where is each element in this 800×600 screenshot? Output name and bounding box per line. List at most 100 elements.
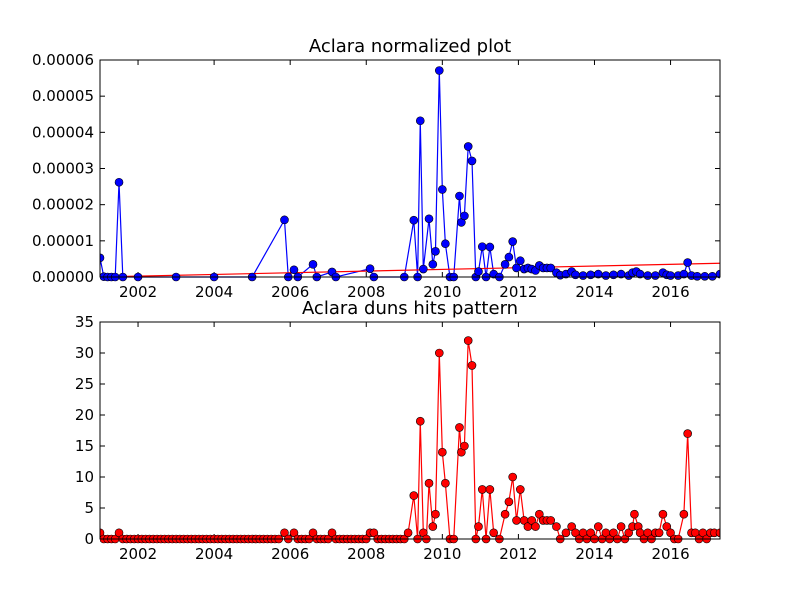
y-tick-label: 5: [84, 499, 94, 517]
data-point: [616, 522, 626, 531]
y-tick-label: 30: [75, 344, 94, 362]
data-point: [280, 528, 289, 538]
data-point: [460, 211, 469, 221]
data-point: [630, 509, 639, 519]
data-point: [666, 271, 675, 280]
data-point: [512, 263, 521, 273]
data-point: [700, 271, 710, 281]
data-point: [504, 252, 514, 262]
data-point: [624, 528, 634, 538]
data-point: [419, 264, 428, 274]
data-point: [474, 267, 483, 276]
x-tick-label: 2012: [499, 283, 537, 301]
x-tick-label: 2010: [423, 545, 461, 563]
data-point: [415, 416, 425, 426]
data-point: [508, 472, 518, 482]
data-point: [455, 191, 464, 201]
trend-line: [100, 262, 720, 278]
data-point: [546, 263, 556, 273]
data-point: [654, 528, 664, 538]
data-point: [715, 269, 720, 279]
data-point: [527, 516, 537, 525]
data-point: [477, 485, 487, 494]
x-tick-label: 2016: [651, 283, 689, 301]
y-tick-label: 0.00002: [32, 196, 94, 214]
data-point: [424, 214, 434, 224]
data-point: [662, 522, 672, 531]
data-point: [512, 516, 521, 525]
data-point: [434, 348, 444, 358]
data-point: [114, 528, 124, 538]
y-tick-label: 0.00003: [32, 160, 94, 178]
plot-area: 2002 2004 2006 2008 2010 2012 2014 2016 0 5 10 15 20…: [75, 313, 721, 563]
data-point: [463, 336, 473, 345]
y-tick-label: 0.00000: [32, 268, 94, 286]
x-tick-label: 2016: [651, 545, 689, 563]
x-tick-label: 2012: [499, 545, 537, 563]
data-point: [474, 522, 483, 531]
data-point: [586, 528, 595, 538]
data-point: [409, 491, 419, 500]
data-point: [428, 522, 438, 531]
x-tick-label: 2004: [195, 283, 233, 301]
data-point: [369, 528, 379, 538]
data-point: [403, 528, 413, 538]
plot-area: 2002 2004 2006 2008 2010 2012 2014 2016 0.00000 0…: [32, 51, 721, 301]
y-tick-label: 0.00004: [32, 123, 94, 141]
duns-hits-plot: Aclara duns hits pattern 2002 2004 2006 200…: [75, 298, 721, 563]
data-point: [561, 528, 571, 538]
data-point: [477, 242, 487, 251]
data-point: [431, 247, 440, 256]
data-point: [308, 528, 318, 538]
y-tick-label: 0.00001: [32, 232, 94, 250]
data-point: [489, 528, 498, 538]
data-point: [434, 66, 444, 75]
data-point: [409, 215, 419, 225]
axes-frame: [99, 59, 721, 278]
chart-title: Aclara duns hits pattern: [302, 298, 518, 319]
y-tick-label: 0.00006: [32, 51, 94, 69]
x-tick-label: 2014: [575, 545, 613, 563]
data-point: [567, 522, 576, 531]
y-tick-label: 0.00005: [32, 87, 94, 105]
data-point: [438, 447, 447, 457]
y-tick-label: 0: [84, 530, 94, 548]
y-tick-label: 35: [75, 313, 94, 331]
data-point: [552, 522, 561, 531]
x-tick-label: 2004: [195, 545, 233, 563]
data-point: [609, 528, 618, 538]
data-point: [289, 528, 299, 538]
data-point: [692, 271, 702, 281]
data-point: [508, 237, 518, 246]
data-point: [715, 528, 720, 538]
data-point: [504, 497, 514, 507]
data-point: [679, 509, 689, 519]
data-point: [365, 264, 375, 273]
data-point: [571, 270, 580, 280]
data-point: [578, 271, 588, 280]
x-tick-label: 2002: [119, 283, 157, 301]
chart-title: Aclara normalized plot: [309, 36, 511, 57]
data-point: [431, 509, 440, 519]
x-tick-label: 2006: [271, 545, 309, 563]
data-point: [441, 478, 450, 488]
data-point: [500, 260, 510, 269]
data-point: [438, 185, 447, 194]
data-point: [460, 441, 469, 451]
x-tick-label: 2008: [347, 545, 385, 563]
x-tick-label: 2008: [347, 283, 385, 301]
data-point: [683, 429, 692, 438]
data-point: [467, 361, 477, 370]
data-point: [485, 485, 495, 494]
data-point: [516, 485, 525, 494]
y-tick-label: 20: [75, 406, 94, 424]
data-point: [280, 215, 289, 225]
data-point: [666, 528, 675, 538]
y-tick-label: 15: [75, 437, 94, 455]
data-point: [586, 270, 595, 280]
data-point: [441, 239, 450, 249]
axes-frame: [99, 321, 721, 540]
data-point: [546, 516, 556, 525]
